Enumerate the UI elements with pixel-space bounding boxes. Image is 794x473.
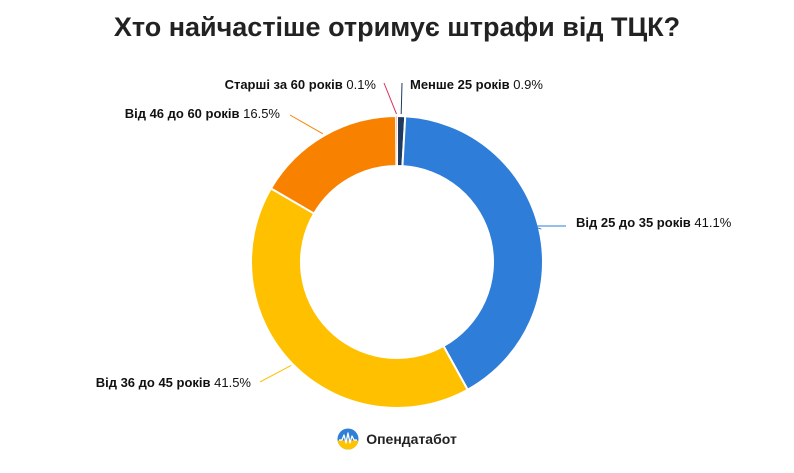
donut-slice [269,114,398,215]
slice-label-value: 41.1% [694,215,731,230]
leader-lines-layer [259,82,566,383]
donut-slice [401,115,544,392]
slice-label-name: Від 25 до 35 років [576,215,694,230]
footer-brand: Опендатабот [0,428,794,450]
slice-label: Менше 25 років 0.9% [410,77,543,92]
donut-slice [250,186,470,409]
slice-label: Від 36 до 45 років 41.5% [96,375,252,390]
slice-label-name: Від 36 до 45 років [96,375,214,390]
labels-layer: Менше 25 років 0.9% Від 25 до 35 років 41… [96,77,732,390]
opendatabot-logo-icon [337,428,359,450]
slice-label-name: Від 46 до 60 років [125,106,243,121]
slices-layer [250,114,544,409]
slice-label: Від 46 до 60 років 16.5% [125,106,281,121]
slice-label-value: 41.5% [214,375,251,390]
slice-label: Від 25 до 35 років 41.1% [576,215,732,230]
brand-name: Опендатабот [366,431,457,447]
leader-line [531,225,566,230]
leader-line [289,114,324,135]
slice-label-value: 0.9% [513,77,543,92]
leader-line [259,364,292,383]
chart-title: Хто найчастіше отримує штрафи від ТЦК? [113,12,681,42]
slice-label-name: Старші за 60 років [225,77,347,92]
slice-label-value: 16.5% [243,106,280,121]
leader-line [383,82,397,115]
leader-line [400,82,403,115]
slice-label: Старші за 60 років 0.1% [225,77,377,92]
donut-slice [395,115,398,167]
slice-label-name: Менше 25 років [410,77,513,92]
slice-label-value: 0.1% [346,77,376,92]
